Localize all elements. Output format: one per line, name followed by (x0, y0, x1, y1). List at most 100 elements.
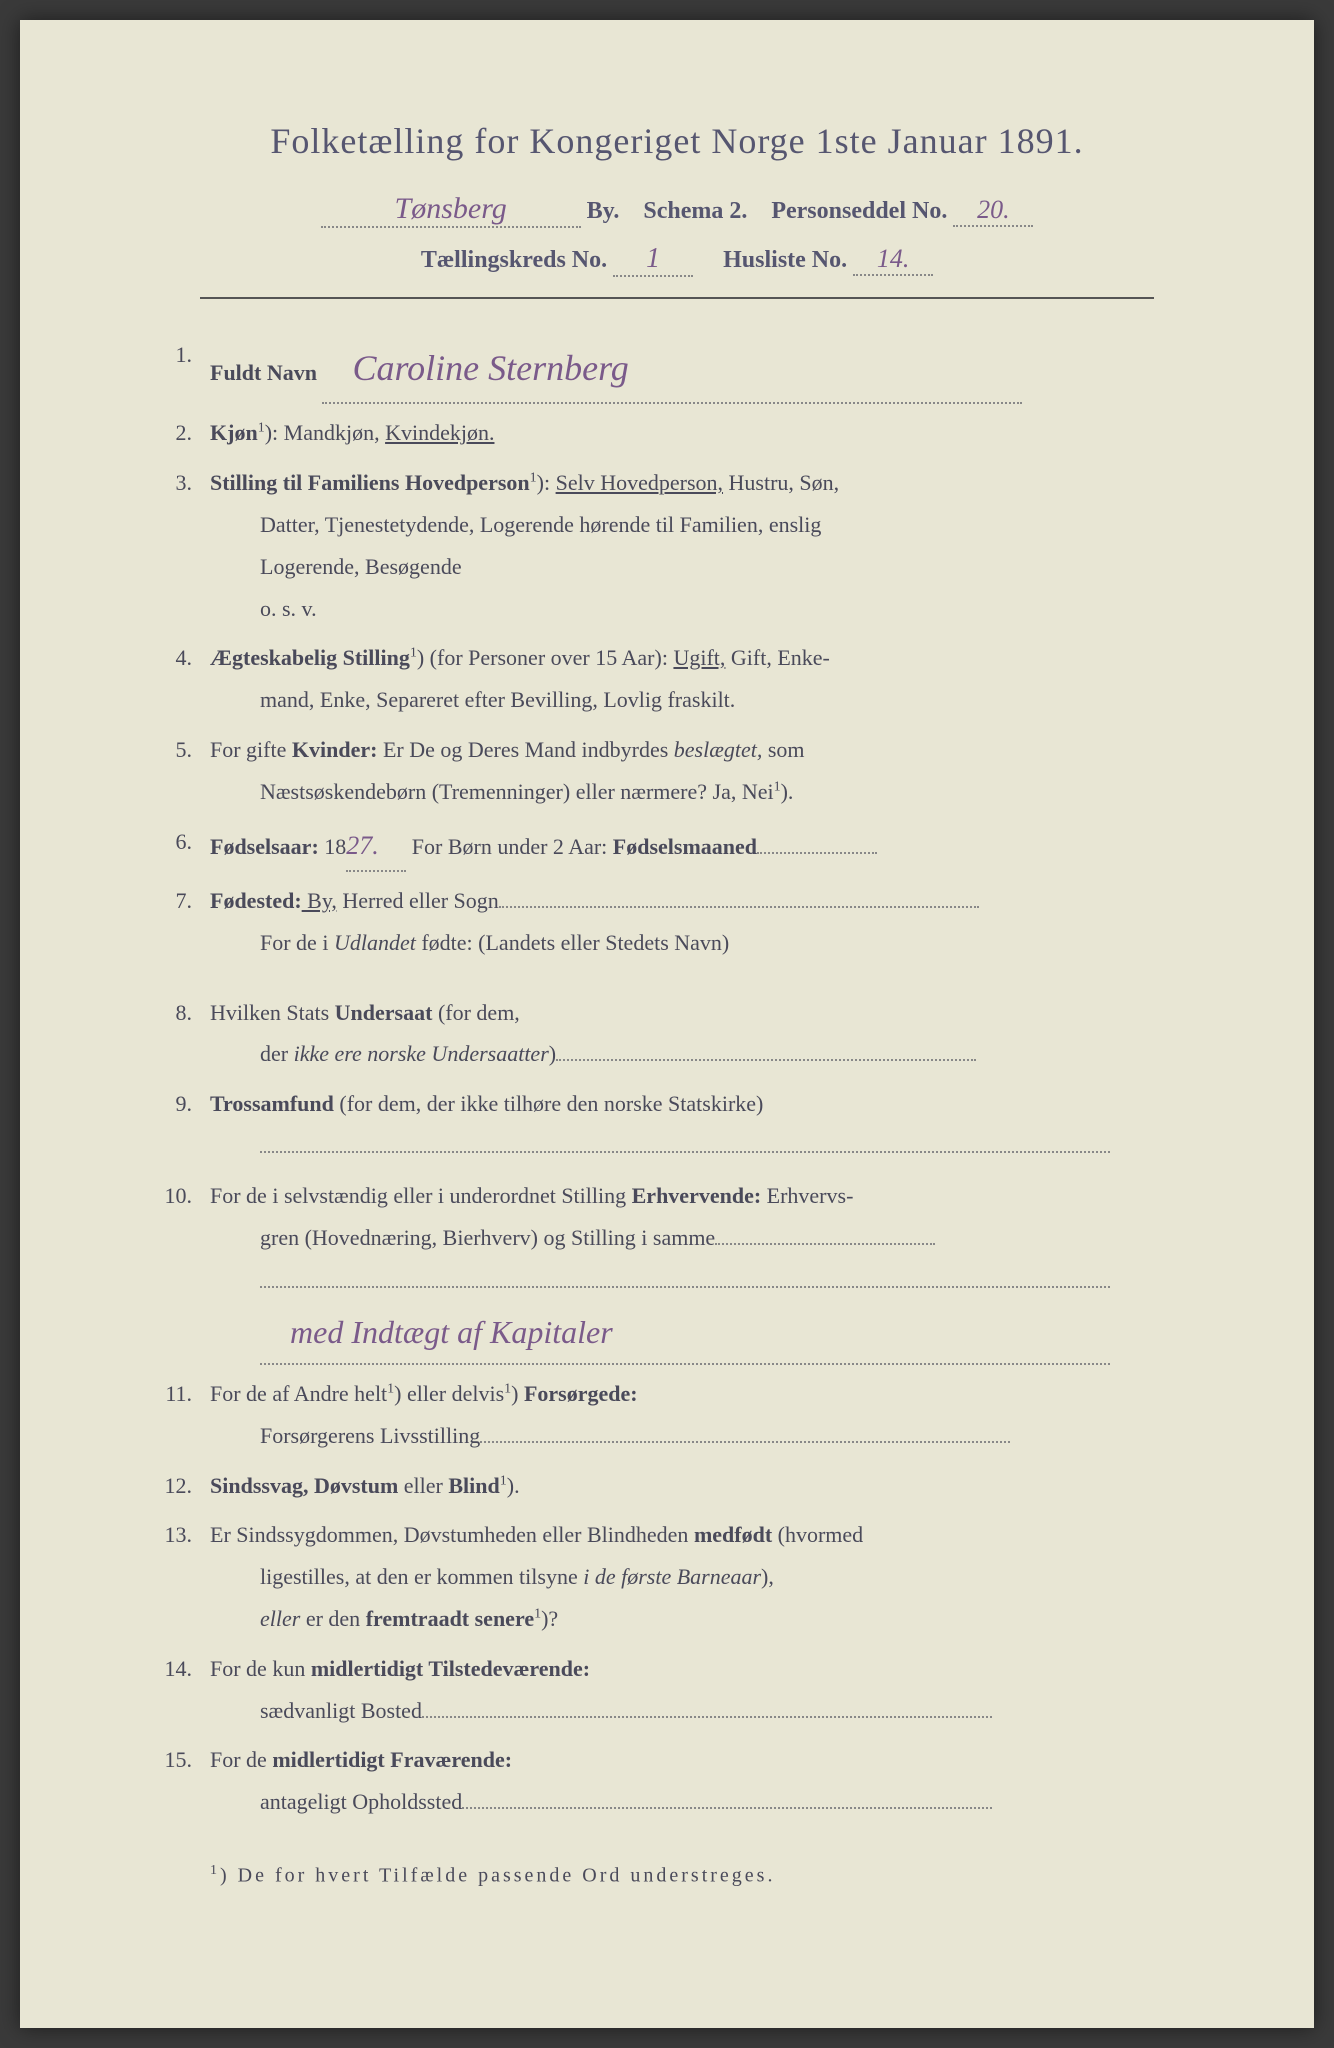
text: ). (507, 1473, 520, 1498)
text: ): Mandkjøn, (265, 420, 385, 445)
label: Undersaat (335, 1000, 433, 1025)
schema-label: Schema 2. (643, 198, 747, 224)
item-3: 3. Stilling til Familiens Hovedperson1):… (160, 462, 1194, 629)
line2: Datter, Tjenestetydende, Logerende høren… (210, 512, 821, 537)
line2post: ), (761, 1564, 774, 1589)
line2: gren (Hovednæring, Bierhverv) og Stillin… (210, 1225, 715, 1250)
line2: Næstsøskendebørn (Tremenninger) eller næ… (210, 779, 774, 804)
label: Kjøn (210, 420, 258, 445)
city-handwritten: Tønsberg (395, 192, 507, 226)
underlined: By, (302, 888, 337, 913)
line3: Logerende, Besøgende (210, 554, 462, 579)
line2: antageligt Opholdssted (210, 1789, 462, 1814)
text: Er Sindssygdommen, Døvstumheden eller Bl… (210, 1522, 694, 1547)
item-1: 1. Fuldt Navn Caroline Sternberg (160, 334, 1194, 404)
item-2: 2. Kjøn1): Mandkjøn, Kvindekjøn. (160, 412, 1194, 454)
text: er den (300, 1606, 365, 1631)
line2post: fødte: (Landets eller Stedets Navn) (416, 930, 729, 955)
kreds-label: Tællingskreds No. (421, 247, 607, 273)
line2pre: ligestilles, at den er kommen tilsyne (210, 1564, 583, 1589)
header-row-2: Tællingskreds No. 1 Husliste No. 14. (160, 243, 1194, 277)
label: Forsørgede: (524, 1381, 638, 1406)
end: )? (541, 1606, 558, 1631)
item-8: 8. Hvilken Stats Undersaat (for dem, der… (160, 992, 1194, 1076)
text: eller (398, 1473, 448, 1498)
underlined: Ugift, (673, 645, 725, 670)
page-title: Folketælling for Kongeriget Norge 1ste J… (160, 120, 1194, 162)
end: ). (781, 779, 794, 804)
item-num: 11. (160, 1373, 210, 1457)
text: 18 (319, 834, 347, 859)
italic: beslægtet, (674, 737, 763, 762)
name-handwritten: Caroline Sternberg (322, 334, 628, 402)
census-form-page: Folketælling for Kongeriget Norge 1ste J… (20, 20, 1314, 2028)
husliste-no: 14. (877, 244, 910, 274)
label: Fødested: (210, 888, 302, 913)
item-num: 5. (160, 729, 210, 813)
item-num: 9. (160, 1083, 210, 1167)
year-hw: 27. (346, 821, 379, 870)
line4: o. s. v. (210, 596, 317, 621)
occupation-hw: med Indtægt af Kapitaler (260, 1302, 613, 1363)
label: medfødt (694, 1522, 772, 1547)
text: ) (511, 1381, 524, 1406)
header-row-1: Tønsberg By. Schema 2. Personseddel No. … (160, 192, 1194, 228)
label: Trossamfund (210, 1091, 334, 1116)
item-num: 4. (160, 637, 210, 721)
label: Sindssvag, Døvstum (210, 1473, 398, 1498)
item-num: 7. (160, 880, 210, 964)
text: Hvilken Stats (210, 1000, 335, 1025)
item-num: 15. (160, 1739, 210, 1823)
text: Erhvervs- (761, 1183, 853, 1208)
item-4: 4. Ægteskabelig Stilling1) (for Personer… (160, 637, 1194, 721)
footnote-sup: 1 (210, 1863, 220, 1878)
underlined: Selv Hovedperson, (556, 470, 723, 495)
footnote-text: ) De for hvert Tilfælde passende Ord und… (220, 1865, 775, 1887)
line2pre: For de i (210, 930, 334, 955)
item-15: 15. For de midlertidigt Fraværende: anta… (160, 1739, 1194, 1823)
text: ) (for Personer over 15 Aar): (417, 645, 674, 670)
label: midlertidigt Tilstedeværende: (311, 1656, 590, 1681)
item-num: 12. (160, 1465, 210, 1507)
by-label: By. (587, 198, 620, 224)
item-num: 1. (160, 334, 210, 404)
label: Kvinder: (292, 737, 378, 762)
kreds-no: 1 (646, 243, 660, 275)
label: Fuldt Navn (210, 360, 317, 385)
text: (hvormed (772, 1522, 863, 1547)
label: Stilling til Familiens Hovedperson (210, 470, 530, 495)
label2: Fødselsmaaned (613, 834, 757, 859)
text: For Børn under 2 Aar: (406, 834, 613, 859)
text: (for dem, (432, 1000, 519, 1025)
label: midlertidigt Fraværende: (272, 1747, 512, 1772)
text: For de i selvstændig eller i underordnet… (210, 1183, 632, 1208)
item-13: 13. Er Sindssygdommen, Døvstumheden elle… (160, 1514, 1194, 1639)
text: For de kun (210, 1656, 311, 1681)
item-num: 2. (160, 412, 210, 454)
personseddel-label: Personseddel No. (771, 198, 947, 224)
label: Ægteskabelig Stilling (210, 645, 410, 670)
item-num: 8. (160, 992, 210, 1076)
item-11: 11. For de af Andre helt1) eller delvis1… (160, 1373, 1194, 1457)
item-num: 10. (160, 1175, 210, 1365)
item-5: 5. For gifte Kvinder: Er De og Deres Man… (160, 729, 1194, 813)
item-num: 13. (160, 1514, 210, 1639)
italic: eller (260, 1606, 300, 1631)
item-num: 3. (160, 462, 210, 629)
text: som (762, 737, 804, 762)
item-num: 6. (160, 821, 210, 872)
underlined: Kvindekjøn. (385, 420, 494, 445)
text: ) eller delvis (394, 1381, 504, 1406)
italic: i de første Barneaar (583, 1564, 761, 1589)
text: (for dem, der ikke tilhøre den norske St… (334, 1091, 763, 1116)
text: Hustru, Søn, (723, 470, 839, 495)
bold: fremtraadt senere (366, 1606, 534, 1631)
label: Fødselsaar: (210, 834, 319, 859)
text: Er De og Deres Mand indbyrdes (377, 737, 673, 762)
text: Gift, Enke- (725, 645, 829, 670)
item-14: 14. For de kun midlertidigt Tilstedevære… (160, 1648, 1194, 1732)
personseddel-no: 20. (977, 195, 1010, 225)
footnote: 1) De for hvert Tilfælde passende Ord un… (160, 1863, 1194, 1888)
text: ): (537, 470, 556, 495)
item-10: 10. For de i selvstændig eller i underor… (160, 1175, 1194, 1365)
